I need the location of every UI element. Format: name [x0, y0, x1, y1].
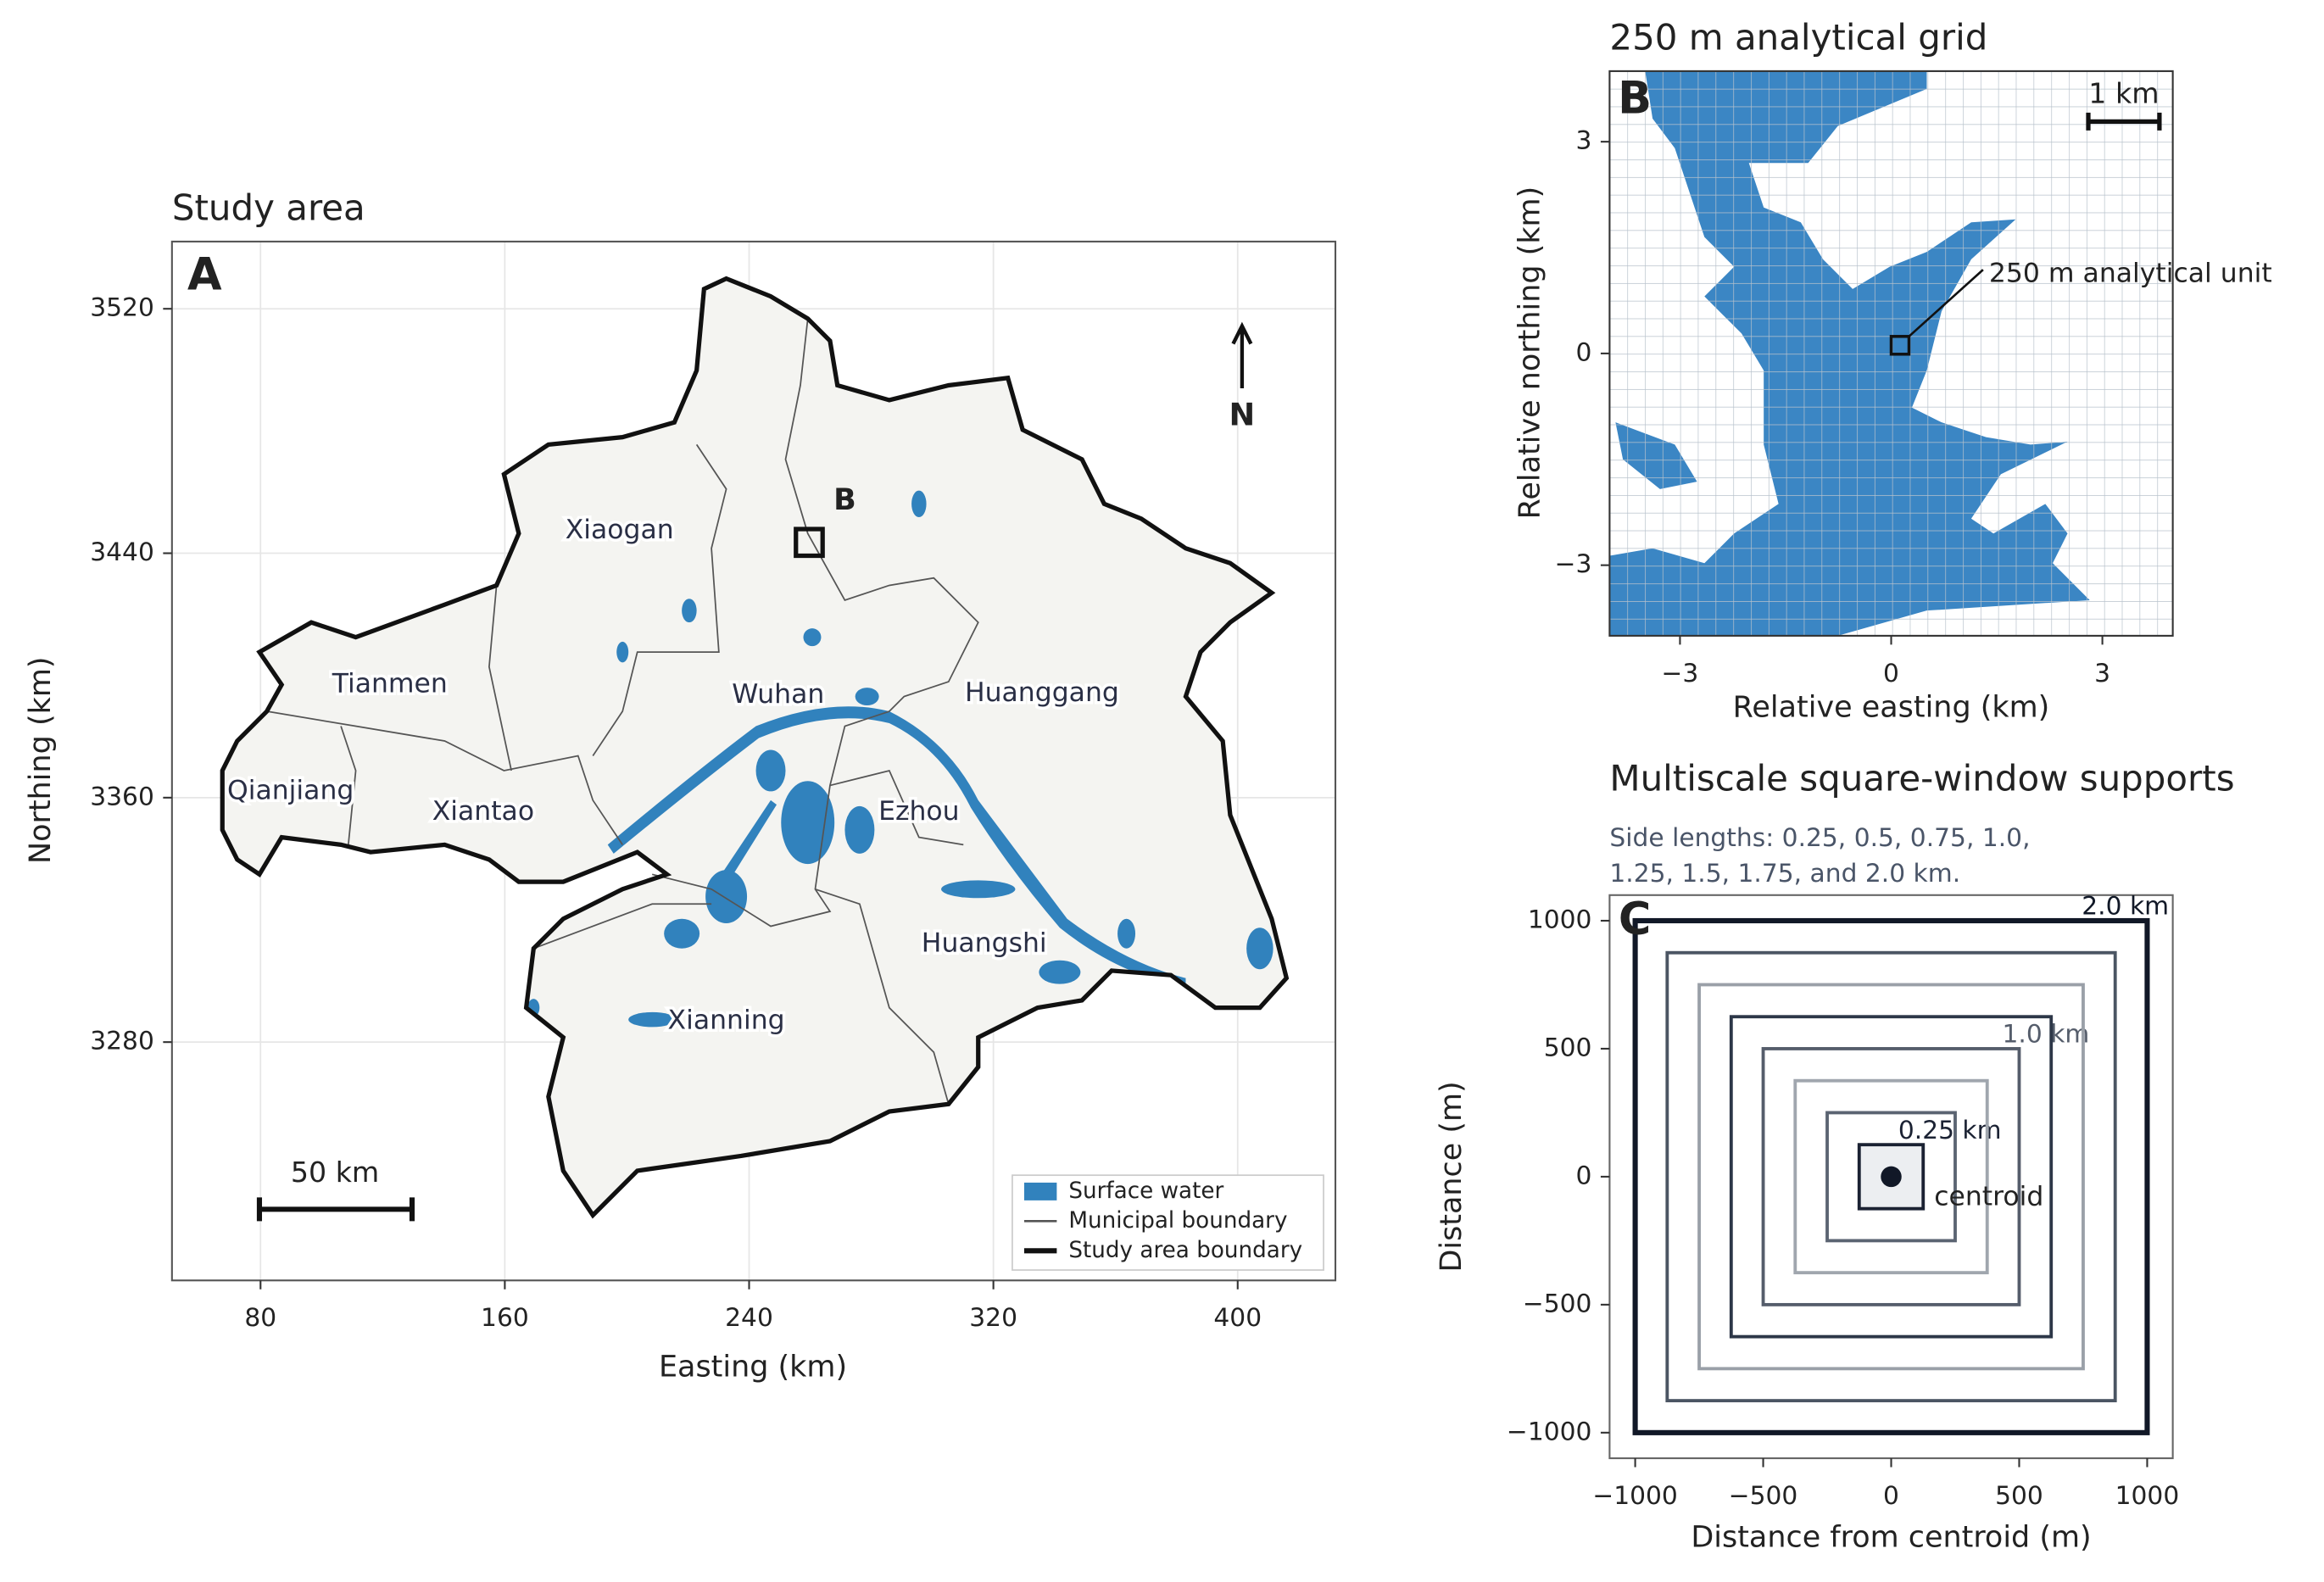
y-axis-label: Northing (km) [24, 656, 58, 863]
subtitle: Side lengths: 0.25, 0.5, 0.75, 1.0, [1609, 823, 2030, 853]
region-label: Xianning [668, 1005, 785, 1035]
inset-box [794, 526, 825, 559]
legend-swatch [1023, 1182, 1057, 1200]
legend: Surface water Municipal boundary Study are… [1012, 1174, 1324, 1271]
y-tick-label: 3520 [90, 293, 154, 323]
region-label: Qianjiang [227, 775, 354, 805]
x-tick-label: 1000 [2115, 1481, 2180, 1511]
legend-label: Municipal boundary [1068, 1208, 1287, 1234]
panel-a: B N 50 km Xiaogan Tianmen Wuhan Huanggang Qi… [170, 240, 1337, 1282]
region-label: Huanggang [965, 677, 1119, 708]
scale-bar-label: 1 km [2088, 76, 2159, 109]
study-area [222, 278, 1287, 1216]
y-tick-label: 0 [1576, 337, 1592, 367]
x-tick-label: 80 [244, 1303, 276, 1333]
panel-c: 0.25 km 1.0 km 2.0 km centroid C [1608, 892, 2174, 1460]
y-tick-label: 3440 [90, 538, 154, 567]
y-tick-label: 500 [1544, 1033, 1592, 1062]
x-tick-label: 0 [1883, 1481, 1899, 1511]
scale-bar [2086, 112, 2162, 131]
legend-label: Study area boundary [1068, 1238, 1302, 1263]
y-tick-label: −1000 [1507, 1417, 1591, 1446]
study-boundary [220, 276, 1290, 1219]
surface-water [527, 490, 1273, 1028]
north-arrow [1231, 321, 1253, 388]
y-tick-label: −500 [1523, 1289, 1592, 1318]
square-label: 1.0 km [2003, 1020, 2090, 1050]
chart-title: Multiscale square-window supports [1609, 758, 2234, 799]
y-tick-label: 3 [1576, 126, 1592, 156]
x-tick-label: 240 [725, 1303, 773, 1333]
chart-title: 250 m analytical grid [1609, 17, 1987, 58]
legend-label: Surface water [1068, 1178, 1223, 1204]
x-tick-label: −500 [1729, 1481, 1798, 1511]
panel-letter: B [1618, 73, 1652, 125]
y-axis-label: Distance (m) [1435, 1081, 1469, 1272]
square-label: 0.25 km [1898, 1116, 2002, 1145]
scale-bar [256, 1197, 415, 1222]
axes-frame [170, 240, 1337, 1282]
region-label: Tianmen [332, 669, 448, 699]
y-tick-label: 3280 [90, 1027, 154, 1056]
y-tick-label: −3 [1555, 549, 1592, 579]
region-labels: Xiaogan Tianmen Wuhan Huanggang Qianjiang Xia… [224, 511, 1122, 1039]
region-label: Xiaogan [566, 515, 674, 545]
panel-b: 250 m analytical unit 1 km B [1608, 70, 2272, 637]
municipal-boundaries [266, 318, 979, 1105]
window-square [1761, 1047, 2021, 1306]
x-tick-label: 320 [969, 1303, 1017, 1333]
north-label: N [1229, 397, 1256, 433]
x-tick-label: 500 [1995, 1481, 2043, 1511]
window-square [1697, 983, 2085, 1371]
centroid-label: centroid [1934, 1181, 2043, 1212]
region-label: Wuhan [732, 679, 824, 710]
x-axis-label: Relative easting (km) [1733, 691, 2050, 725]
grid-map [1609, 70, 2173, 636]
region-label: Xiantao [432, 796, 534, 827]
window-square [1825, 1111, 1957, 1243]
square-label: 2.0 km [2082, 892, 2169, 922]
unit-label: 250 m analytical unit [1989, 258, 2272, 288]
x-tick-label: 3 [2094, 659, 2110, 688]
inset-label: B [833, 483, 856, 517]
x-axis-label: Easting (km) [659, 1350, 847, 1384]
window-square [1665, 950, 2117, 1403]
analytical-unit [1889, 335, 1911, 356]
map [220, 276, 1290, 1219]
panel-letter: C [1619, 894, 1651, 945]
scale-bar-label: 50 km [291, 1156, 379, 1189]
y-axis-label: Relative northing (km) [1513, 187, 1547, 520]
x-tick-label: 160 [481, 1303, 529, 1333]
x-tick-label: −1000 [1592, 1481, 1677, 1511]
window-square [1793, 1078, 1989, 1275]
region-label: Huangshi [922, 927, 1047, 958]
centroid-point [1881, 1166, 1902, 1188]
x-tick-label: 0 [1883, 659, 1899, 688]
legend-box [1012, 1174, 1324, 1271]
chart-title: Study area [172, 187, 365, 229]
squares: 0.25 km 1.0 km 2.0 km centroid [1632, 892, 2169, 1435]
x-tick-label: 400 [1213, 1303, 1262, 1333]
y-tick-label: 0 [1576, 1161, 1592, 1190]
region-label: Ezhou [878, 796, 959, 827]
window-square [1729, 1015, 2054, 1339]
leader-line [1908, 269, 1984, 337]
axes-text: Study area Easting (km) Northing (km) 80 160… [24, 17, 2235, 1555]
x-axis-label: Distance from centroid (m) [1691, 1520, 2091, 1554]
window-square [1632, 917, 2150, 1435]
subtitle: 1.25, 1.5, 1.75, and 2.0 km. [1609, 859, 1960, 888]
y-tick-label: 1000 [1528, 905, 1592, 934]
x-tick-label: −3 [1662, 659, 1699, 688]
panel-letter: A [187, 249, 222, 301]
y-tick-label: 3360 [90, 782, 154, 811]
